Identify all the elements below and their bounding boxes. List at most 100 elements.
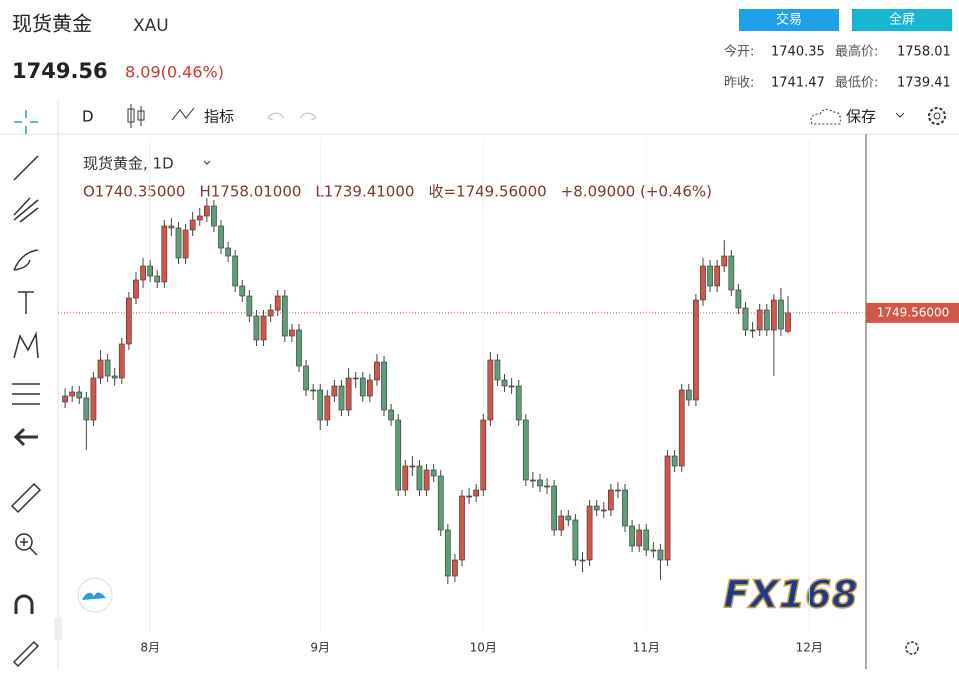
candle-body — [494, 359, 501, 381]
ohlc-value: +8.09000 (+0.46%) — [561, 183, 712, 201]
x-tick-label: 10月 — [470, 641, 497, 655]
stat-value: 1739.41 — [897, 76, 951, 91]
x-tick-label: 11月 — [633, 641, 660, 655]
line-tool[interactable] — [13, 155, 39, 181]
candle-body — [76, 391, 83, 399]
candle-body — [657, 549, 664, 561]
fib-tool[interactable] — [13, 197, 39, 223]
candle-body — [671, 455, 678, 467]
candle-body — [359, 377, 366, 397]
stat-label: 今开: — [724, 44, 754, 60]
back-tool[interactable] — [13, 427, 38, 447]
candle-body — [565, 515, 572, 521]
stat-label: 最高价: — [835, 44, 878, 60]
candle-body — [685, 389, 692, 401]
text-tool[interactable] — [18, 291, 34, 314]
candle-body — [473, 489, 480, 497]
settings-icon[interactable] — [928, 107, 946, 125]
candle-body — [182, 229, 189, 259]
candle-body — [480, 419, 487, 491]
legend-dropdown[interactable] — [203, 160, 211, 165]
magnet-tool[interactable] — [14, 594, 34, 614]
crosshair-tool[interactable] — [14, 110, 38, 134]
candle-body — [331, 385, 338, 397]
ohlc-legend: O1740.35000 H1758.01000 L1739.41000 收=1749.… — [83, 183, 712, 201]
candle-body — [664, 455, 671, 561]
brush-tool[interactable] — [13, 249, 39, 271]
sidebar-toggle[interactable] — [54, 618, 62, 640]
zoom-tool[interactable] — [15, 533, 33, 551]
candle-body — [352, 377, 359, 380]
ohlc-value: H1758.01000 — [199, 183, 301, 201]
candle-body — [515, 385, 522, 421]
candle-body — [466, 495, 472, 498]
candle-body — [140, 265, 146, 281]
candle-body — [586, 505, 593, 561]
candle-body — [225, 247, 231, 257]
cloud-icon[interactable] — [810, 108, 841, 125]
candle-body — [274, 295, 281, 311]
candle-body — [579, 559, 586, 562]
candle-body — [126, 297, 132, 345]
ohlc-value: 收=1749.56000 — [428, 183, 546, 201]
logo-mark — [82, 592, 106, 600]
indicators-button[interactable]: 指标 — [204, 108, 234, 126]
candle-body — [423, 469, 430, 491]
candle-body — [558, 515, 565, 531]
candle-body — [643, 529, 650, 551]
candle-body — [444, 529, 451, 577]
candle-body — [147, 265, 153, 277]
stat-label: 昨收: — [724, 76, 754, 91]
candle-body — [728, 255, 735, 291]
zoom-tool-plus[interactable] — [20, 538, 38, 556]
stat-value: 1740.35 — [771, 45, 825, 60]
stat-label: 最低价: — [835, 76, 878, 91]
candle-body — [232, 255, 239, 287]
x-tick-label: 9月 — [310, 641, 330, 655]
candle-body — [218, 225, 224, 249]
x-tick-label: 12月 — [796, 641, 823, 655]
candle-body — [175, 227, 182, 259]
fullscreen-button[interactable] — [852, 9, 952, 31]
ruler-tool[interactable] — [10, 482, 42, 514]
candle-body — [317, 389, 324, 421]
redo-icon[interactable] — [299, 112, 317, 121]
candle-type-icon[interactable] — [127, 104, 145, 128]
candle-body — [111, 375, 118, 379]
candle-body — [622, 489, 628, 527]
candle-body — [296, 329, 302, 367]
last-price-label: 1749.56000 — [877, 305, 950, 319]
trade-button[interactable] — [739, 9, 839, 31]
trade-button-label[interactable]: 交易 — [776, 12, 802, 28]
indicator-icon[interactable] — [171, 107, 195, 121]
candle-body — [749, 329, 756, 332]
ohlc-value: O1740.35000 — [83, 183, 185, 201]
last-price-tag — [866, 302, 959, 323]
candle-body — [763, 309, 770, 331]
axis-settings[interactable] — [905, 641, 919, 655]
save-button[interactable]: 保存 — [846, 108, 876, 126]
candle-body — [742, 307, 749, 331]
lock-tool[interactable] — [12, 640, 40, 668]
settings-icon-center — [933, 112, 941, 120]
candle-body — [168, 225, 175, 229]
undo-icon[interactable] — [267, 112, 285, 121]
candle-body — [487, 359, 494, 421]
save-dropdown[interactable] — [895, 112, 905, 118]
pattern-tool[interactable] — [13, 331, 39, 359]
last-price: 1749.56 — [12, 59, 108, 83]
candle-body — [508, 385, 515, 388]
candle-body — [203, 205, 210, 217]
candle-body — [707, 265, 713, 287]
candle-body — [785, 312, 791, 332]
candle-body — [416, 465, 423, 491]
candle-body — [593, 505, 600, 511]
interval-button[interactable]: D — [82, 108, 94, 126]
candle-body — [281, 295, 288, 337]
candle-body — [551, 485, 557, 531]
fullscreen-button-label[interactable]: 全屏 — [889, 12, 915, 28]
legend-title: 现货黄金, 1D — [83, 155, 174, 173]
prediction-tool[interactable] — [12, 383, 40, 405]
candle-body — [629, 525, 635, 547]
